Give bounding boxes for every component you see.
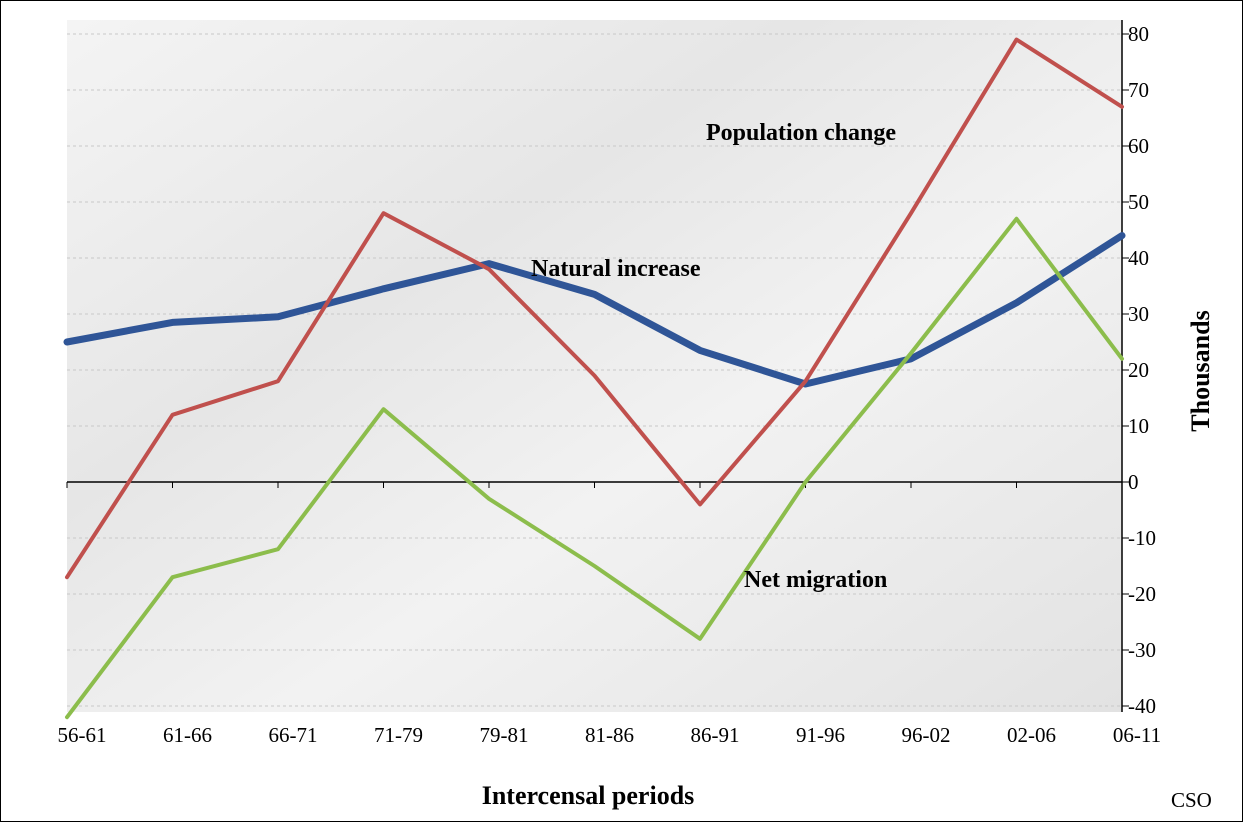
- series-line-natural-increase: [63, 232, 1126, 388]
- y-tick-label: 50: [1128, 190, 1149, 214]
- series-lines: [63, 37, 1126, 720]
- y-tick-label: -30: [1128, 638, 1156, 662]
- x-tick-label: 71-79: [374, 723, 423, 747]
- y-tick-label: 10: [1128, 414, 1149, 438]
- y-tick-label: 60: [1128, 134, 1149, 158]
- source-label: CSO: [1171, 788, 1212, 812]
- x-tick-label: 81-86: [585, 723, 634, 747]
- labels: Population change Natural increase Net m…: [482, 120, 1215, 812]
- series-line-population-change: [65, 37, 1124, 580]
- x-tick-label: 86-91: [691, 723, 740, 747]
- y-tick-label: 0: [1128, 470, 1139, 494]
- y-tick-label: 80: [1128, 22, 1149, 46]
- series-line-net-migration: [65, 216, 1124, 720]
- axes: 80 70 60 50 40 30 20 10 0 -10 -20 -30 -40 56-61 61-66 6…: [58, 20, 1161, 747]
- y-tick-label: 40: [1128, 246, 1149, 270]
- series-label-natural-increase: Natural increase: [531, 256, 701, 282]
- y-tick-label: -10: [1128, 526, 1156, 550]
- x-tick-label: 56-61: [58, 723, 107, 747]
- x-tick-label: 79-81: [480, 723, 529, 747]
- series-label-population-change: Population change: [706, 120, 896, 146]
- x-axis-title: Intercensal periods: [482, 781, 695, 810]
- y-tick-label: 30: [1128, 302, 1149, 326]
- x-tick-label: 66-71: [269, 723, 318, 747]
- gridlines: [67, 33, 1122, 707]
- x-tick-label: 02-06: [1007, 723, 1056, 747]
- x-tick-label: 06-11: [1113, 723, 1161, 747]
- x-tick-label: 96-02: [902, 723, 951, 747]
- y-axis-title: Thousands: [1186, 310, 1215, 431]
- x-tick-label: 91-96: [796, 723, 845, 747]
- y-tick-label: 20: [1128, 358, 1149, 382]
- y-tick-label: -20: [1128, 582, 1156, 606]
- y-tick-label: -40: [1128, 694, 1156, 718]
- x-tick-label: 61-66: [163, 723, 212, 747]
- plot-background: [67, 20, 1122, 712]
- series-label-net-migration: Net migration: [744, 567, 887, 593]
- y-tick-label: 70: [1128, 78, 1149, 102]
